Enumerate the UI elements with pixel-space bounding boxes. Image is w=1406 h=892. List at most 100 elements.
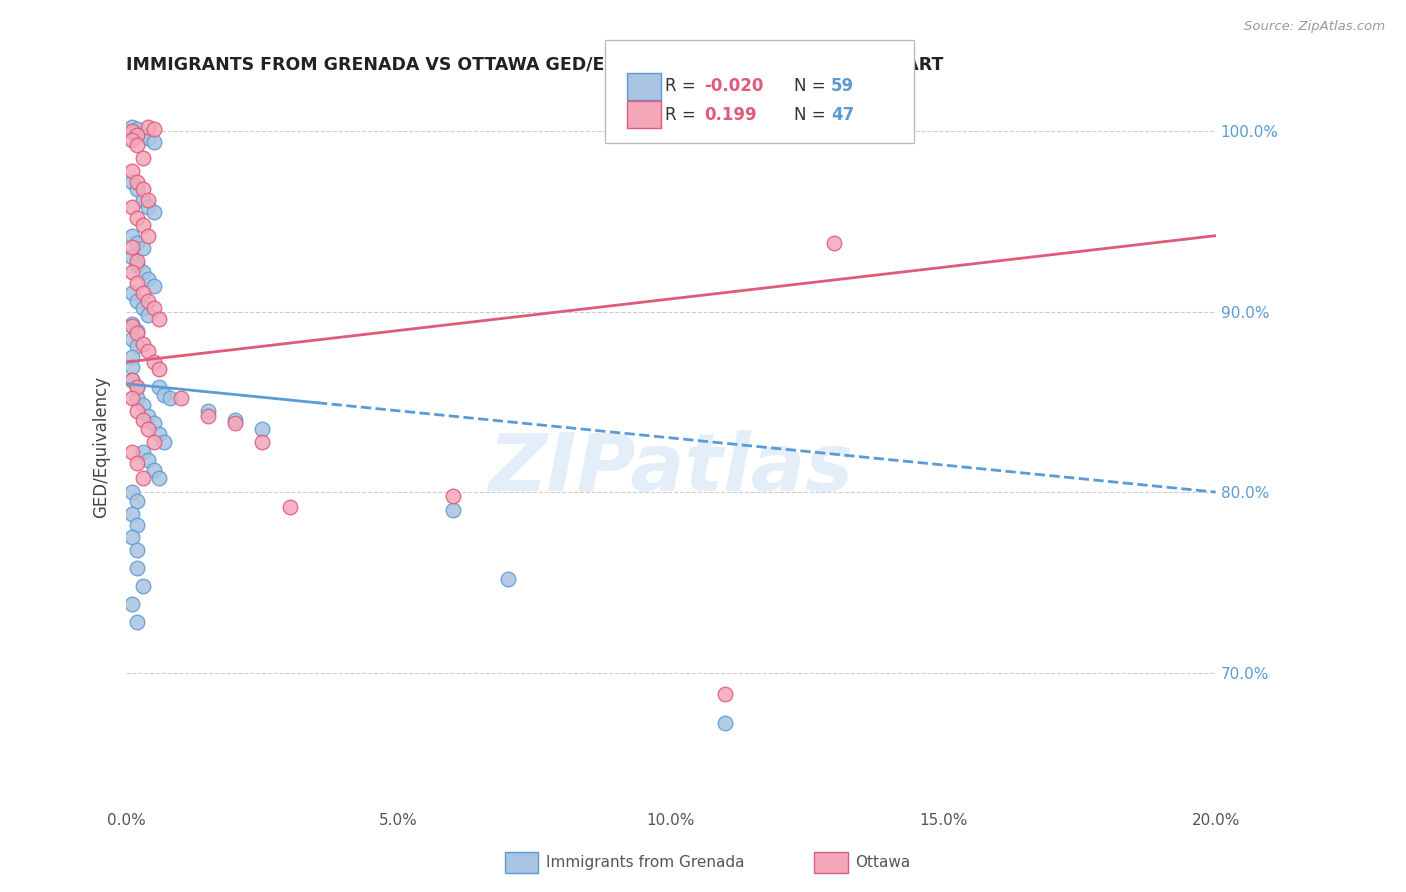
Point xyxy=(823,235,845,250)
Point xyxy=(136,131,159,145)
Point xyxy=(136,228,159,243)
Point xyxy=(121,507,143,521)
Point xyxy=(121,133,143,147)
Point xyxy=(127,542,149,557)
Point xyxy=(121,163,143,178)
Point xyxy=(197,409,219,424)
Point xyxy=(136,120,159,135)
Point xyxy=(127,128,149,142)
Point xyxy=(131,398,153,412)
Point xyxy=(136,293,159,308)
Point xyxy=(127,404,149,418)
Point xyxy=(127,211,149,225)
Point xyxy=(127,258,149,272)
Point xyxy=(127,456,149,470)
Point xyxy=(136,409,159,424)
Point xyxy=(142,434,165,449)
Point xyxy=(121,445,143,459)
Point xyxy=(127,380,149,394)
Point xyxy=(127,391,149,405)
Point xyxy=(127,615,149,629)
Point xyxy=(121,318,143,333)
Point xyxy=(127,517,149,532)
Text: N =: N = xyxy=(794,77,831,95)
Point xyxy=(127,325,149,339)
Point xyxy=(121,391,143,405)
Point xyxy=(121,373,143,387)
Point xyxy=(142,301,165,315)
Point xyxy=(136,344,159,359)
Point xyxy=(127,235,149,250)
Point xyxy=(131,470,153,484)
Point xyxy=(170,391,193,405)
Point xyxy=(127,380,149,394)
Point xyxy=(224,413,246,427)
Point xyxy=(252,434,274,449)
Text: R =: R = xyxy=(665,77,702,95)
Point xyxy=(148,470,170,484)
Point xyxy=(121,485,143,500)
Point xyxy=(136,422,159,436)
Point xyxy=(127,494,149,508)
Point xyxy=(131,151,153,165)
Point xyxy=(148,362,170,376)
Point xyxy=(127,122,149,136)
Text: R =: R = xyxy=(665,106,706,124)
Point xyxy=(136,193,159,207)
Point xyxy=(197,404,219,418)
Point xyxy=(131,241,153,255)
Point xyxy=(127,254,149,268)
Text: IMMIGRANTS FROM GRENADA VS OTTAWA GED/EQUIVALENCY CORRELATION CHART: IMMIGRANTS FROM GRENADA VS OTTAWA GED/EQ… xyxy=(127,55,943,73)
Point xyxy=(714,687,737,701)
Point xyxy=(131,182,153,196)
Point xyxy=(441,503,464,517)
Point xyxy=(142,135,165,149)
Point xyxy=(127,138,149,153)
Point xyxy=(142,122,165,136)
Point xyxy=(148,311,170,326)
Point xyxy=(131,579,153,593)
Point xyxy=(121,286,143,301)
Point xyxy=(142,417,165,431)
Point xyxy=(121,317,143,331)
Point xyxy=(142,463,165,477)
Point xyxy=(127,561,149,575)
Point xyxy=(121,174,143,188)
Point xyxy=(142,355,165,369)
Point xyxy=(131,286,153,301)
Point xyxy=(252,422,274,436)
Point xyxy=(127,182,149,196)
Point xyxy=(121,124,143,138)
Point xyxy=(131,265,153,279)
Point xyxy=(441,489,464,503)
Point xyxy=(142,205,165,219)
Text: 0.199: 0.199 xyxy=(704,106,756,124)
Point xyxy=(121,239,143,253)
Text: Immigrants from Grenada: Immigrants from Grenada xyxy=(546,855,744,870)
Point xyxy=(121,530,143,544)
Point xyxy=(121,120,143,135)
Point xyxy=(121,360,143,375)
Point xyxy=(136,308,159,322)
Point xyxy=(714,716,737,731)
Point xyxy=(121,373,143,387)
Point xyxy=(127,174,149,188)
Point xyxy=(127,339,149,353)
Point xyxy=(131,218,153,232)
Point xyxy=(127,276,149,290)
Point xyxy=(131,445,153,459)
Point xyxy=(278,500,301,514)
Text: N =: N = xyxy=(794,106,831,124)
Text: ZIPatlas: ZIPatlas xyxy=(488,430,853,508)
Point xyxy=(121,251,143,265)
Point xyxy=(127,293,149,308)
Point xyxy=(121,332,143,346)
Point xyxy=(496,572,519,586)
Point xyxy=(136,272,159,286)
Point xyxy=(131,337,153,351)
Point xyxy=(148,427,170,442)
Point xyxy=(148,380,170,394)
Text: 59: 59 xyxy=(831,77,853,95)
Point xyxy=(136,200,159,214)
Point xyxy=(159,391,181,405)
